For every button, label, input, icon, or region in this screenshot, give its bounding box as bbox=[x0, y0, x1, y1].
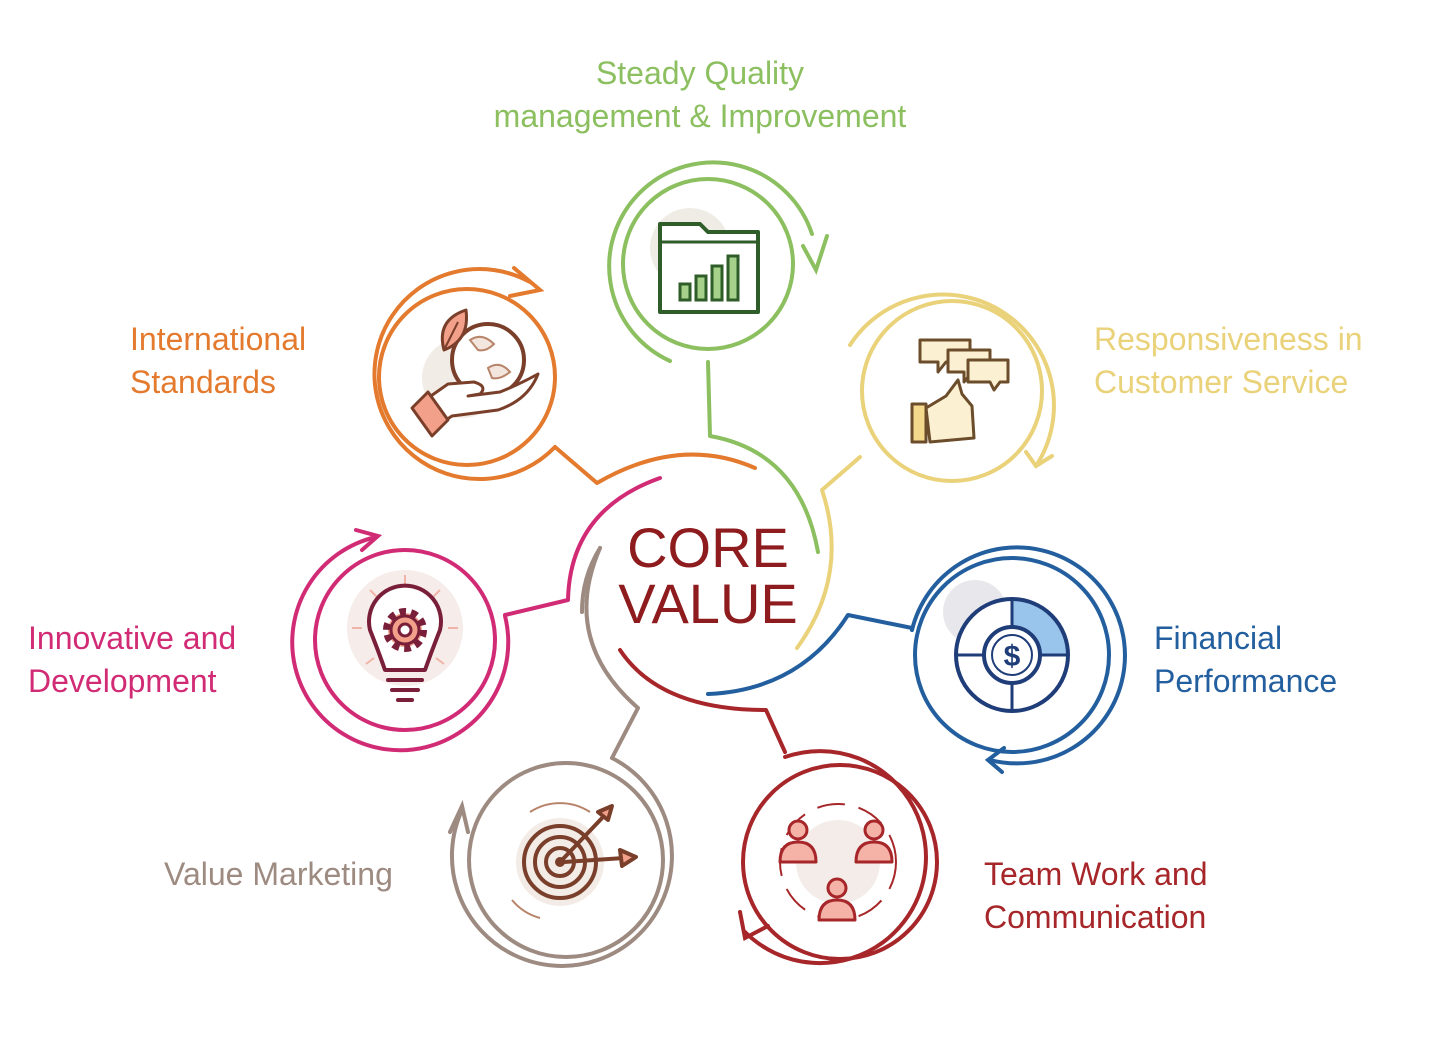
label-customer-line1: Responsiveness in bbox=[1094, 321, 1363, 357]
label-financial: Financial Performance bbox=[1154, 617, 1337, 703]
node-innovative bbox=[290, 528, 511, 753]
label-financial-line2: Performance bbox=[1154, 663, 1338, 699]
label-innovative-line1: Innovative and bbox=[28, 620, 237, 656]
label-innovative-line2: Development bbox=[28, 663, 217, 699]
node-international-inner-ring bbox=[377, 287, 557, 467]
connector-financial bbox=[706, 613, 914, 696]
label-customer: Responsiveness in Customer Service bbox=[1094, 318, 1363, 404]
node-international-outer-arc bbox=[372, 267, 557, 482]
node-financial bbox=[910, 545, 1127, 774]
node-financial-outer-arc bbox=[910, 545, 1127, 766]
core-value-title: CORE VALUE bbox=[583, 520, 833, 632]
connector-quality bbox=[706, 360, 820, 554]
hand-globe-leaf-icon bbox=[410, 308, 540, 438]
team-people-icon bbox=[778, 803, 897, 922]
label-quality-line2: management & Improvement bbox=[493, 98, 907, 134]
hand-speech-bubbles-icon bbox=[910, 338, 1010, 444]
svg-text:$: $ bbox=[1004, 640, 1021, 673]
label-international-line1: International bbox=[130, 321, 307, 357]
node-customer-outer-arc bbox=[848, 292, 1056, 468]
connector-marketing bbox=[584, 546, 640, 760]
label-teamwork-line1: Team Work and bbox=[984, 856, 1208, 892]
connector-teamwork bbox=[618, 648, 787, 754]
label-quality: Steady Quality management & Improvement bbox=[468, 52, 932, 138]
node-customer-inner-ring bbox=[860, 299, 1044, 483]
node-customer-arrowhead bbox=[1024, 450, 1054, 469]
label-quality-line1: Steady Quality bbox=[595, 55, 805, 91]
label-customer-line2: Customer Service bbox=[1094, 364, 1349, 400]
node-teamwork bbox=[738, 749, 939, 966]
label-financial-line1: Financial bbox=[1154, 620, 1283, 656]
label-international-line2: Standards bbox=[130, 364, 276, 400]
node-quality-outer-arc bbox=[607, 160, 814, 363]
center-arc-1 bbox=[579, 546, 602, 614]
core-value-line2: VALUE bbox=[618, 572, 798, 635]
connector-innovative bbox=[503, 476, 662, 617]
node-marketing-outer-arc bbox=[450, 756, 674, 968]
node-international bbox=[372, 266, 557, 482]
node-international-arrowhead bbox=[508, 266, 545, 298]
node-teamwork-inner-ring bbox=[741, 763, 939, 961]
target-arrows-icon bbox=[511, 802, 638, 919]
node-innovative-outer-arc bbox=[290, 535, 511, 753]
node-marketing bbox=[448, 756, 674, 968]
node-teamwork-outer-arc bbox=[743, 749, 928, 966]
node-teamwork-arrowhead bbox=[738, 910, 770, 942]
node-marketing-arrowhead bbox=[448, 799, 470, 834]
node-marketing-inner-ring bbox=[467, 761, 665, 959]
label-innovative: Innovative and Development bbox=[28, 617, 236, 703]
node-financial-arrowhead bbox=[984, 746, 1006, 774]
bar-chart-folder-icon bbox=[650, 208, 760, 314]
connector-international bbox=[553, 445, 757, 485]
label-teamwork-line2: Communication bbox=[984, 899, 1207, 935]
label-marketing: Value Marketing bbox=[164, 853, 393, 896]
node-financial-inner-ring bbox=[913, 556, 1111, 754]
gear-bulb-icon bbox=[347, 570, 463, 702]
node-quality bbox=[607, 160, 829, 363]
label-teamwork: Team Work and Communication bbox=[984, 853, 1208, 939]
node-quality-arrowhead bbox=[801, 234, 829, 276]
dollar-donut-chart-icon: $ bbox=[943, 580, 1070, 713]
node-innovative-arrowhead bbox=[354, 528, 383, 552]
node-innovative-inner-ring bbox=[313, 548, 497, 732]
connector-customer bbox=[795, 455, 862, 650]
label-international: International Standards bbox=[130, 318, 306, 404]
node-customer bbox=[848, 292, 1056, 483]
label-marketing-line1: Value Marketing bbox=[164, 856, 393, 892]
node-quality-inner-ring bbox=[621, 177, 795, 351]
core-value-line1: CORE bbox=[627, 516, 789, 579]
